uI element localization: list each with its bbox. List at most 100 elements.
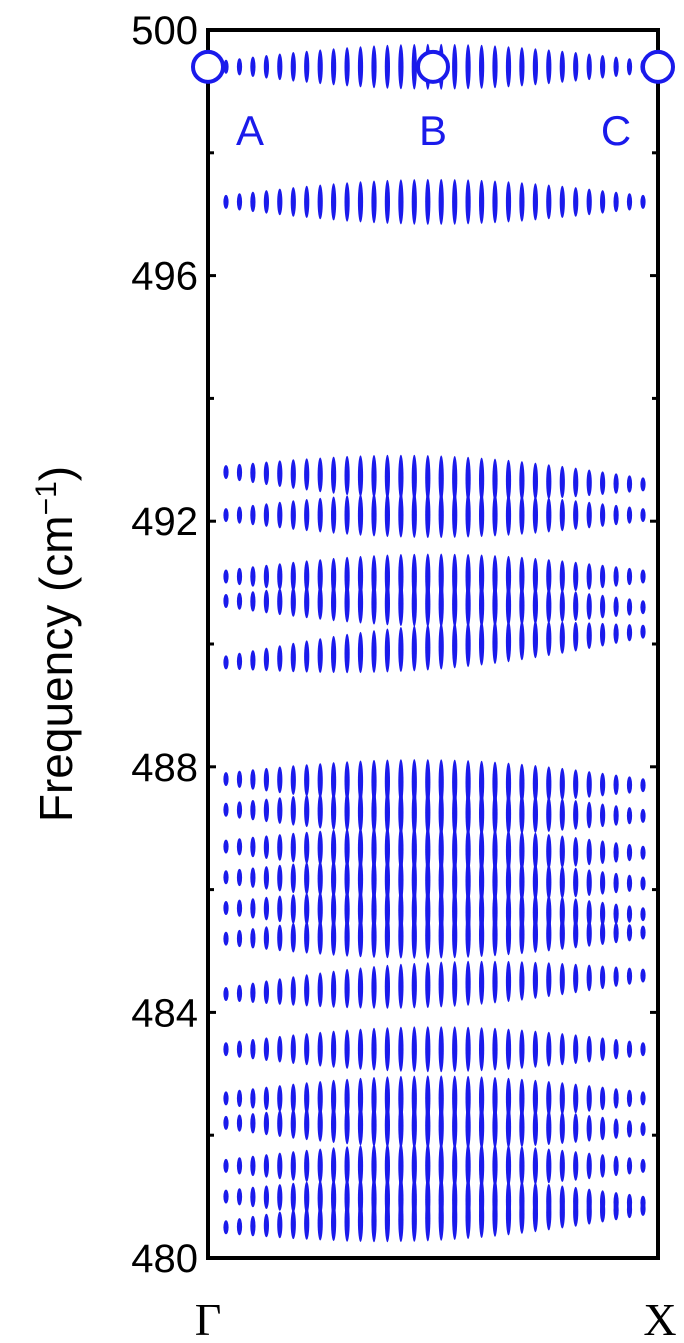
band-marker [546, 464, 552, 499]
band-marker [626, 874, 633, 892]
band-marker [277, 1184, 283, 1211]
band-marker [465, 1194, 471, 1240]
band-marker [344, 455, 350, 496]
band-marker [492, 621, 498, 664]
band-marker [626, 1120, 633, 1138]
y-tick-label: 492 [131, 500, 198, 544]
band-marker [304, 1082, 310, 1115]
band-marker [573, 837, 579, 867]
band-marker [344, 633, 350, 674]
band-marker [304, 560, 310, 593]
band-marker [613, 1199, 619, 1221]
band-marker [236, 58, 243, 76]
band-marker [331, 183, 337, 221]
band-marker [613, 623, 619, 644]
band-marker [317, 559, 323, 594]
band-marker [586, 53, 592, 81]
band-marker [626, 924, 633, 942]
band-marker [331, 1203, 337, 1242]
band-marker [277, 563, 283, 590]
band-marker [277, 460, 283, 488]
band-marker [317, 892, 323, 927]
band-marker [600, 1086, 606, 1111]
band-marker [344, 495, 350, 535]
band-marker [384, 827, 390, 871]
band-marker [398, 963, 404, 1009]
band-marker [532, 863, 539, 901]
band-marker [371, 915, 377, 958]
band-marker [398, 627, 404, 672]
band-marker [600, 622, 606, 647]
band-marker [613, 566, 619, 587]
band-marker [600, 1116, 606, 1141]
band-marker [505, 494, 512, 536]
band-marker [492, 859, 498, 903]
band-marker [465, 790, 471, 836]
band-marker [559, 589, 565, 623]
band-marker [438, 1194, 444, 1241]
band-marker [573, 800, 579, 830]
band-marker [452, 1143, 458, 1189]
band-marker [425, 962, 431, 1009]
band-marker [519, 182, 525, 222]
annotation-marker-b [416, 49, 450, 84]
band-marker [465, 622, 471, 668]
band-marker [371, 827, 377, 871]
band-marker [573, 187, 579, 217]
band-marker [223, 1091, 229, 1106]
band-marker [263, 980, 269, 1004]
band-marker [573, 561, 579, 592]
band-marker [344, 917, 350, 957]
band-marker [425, 624, 431, 671]
band-marker [452, 44, 458, 90]
band-marker [371, 45, 377, 89]
band-marker [384, 1198, 390, 1243]
band-marker [640, 808, 646, 823]
band-marker [505, 1194, 512, 1236]
band-marker [236, 838, 243, 856]
band-marker [600, 840, 606, 864]
band-marker [384, 1103, 390, 1148]
band-marker [371, 1103, 377, 1147]
band-marker [559, 1149, 565, 1182]
band-marker [411, 1143, 417, 1189]
band-marker [613, 596, 619, 617]
band-marker [492, 792, 498, 836]
band-marker [640, 508, 646, 523]
band-marker [546, 497, 552, 533]
band-marker [236, 463, 243, 482]
band-marker [559, 498, 565, 532]
band-marker [640, 569, 646, 584]
band-marker [411, 625, 417, 672]
band-marker [586, 563, 592, 590]
band-marker [317, 830, 323, 866]
band-marker [452, 961, 458, 1007]
band-marker [331, 496, 337, 534]
band-marker [317, 184, 323, 220]
band-marker [465, 179, 471, 225]
band-marker [236, 929, 243, 948]
band-marker [384, 857, 390, 902]
band-marker [357, 1028, 364, 1070]
band-marker [613, 473, 619, 494]
band-marker [331, 635, 337, 674]
band-marker [371, 581, 377, 625]
band-marker [223, 987, 229, 1001]
band-marker [519, 620, 525, 661]
band-marker [532, 961, 539, 999]
band-marker [505, 1028, 512, 1070]
band-marker [411, 1102, 417, 1149]
band-marker [344, 859, 350, 899]
band-marker [290, 1034, 296, 1064]
band-marker [277, 924, 283, 952]
band-marker [532, 1108, 539, 1147]
band-marker [532, 557, 539, 596]
band-marker [532, 462, 539, 500]
band-marker [384, 914, 390, 959]
band-marker [519, 914, 525, 955]
band-marker [546, 1148, 552, 1184]
band-marker [290, 894, 296, 924]
band-marker [317, 1081, 323, 1116]
band-marker [626, 475, 633, 493]
band-marker [479, 493, 485, 538]
